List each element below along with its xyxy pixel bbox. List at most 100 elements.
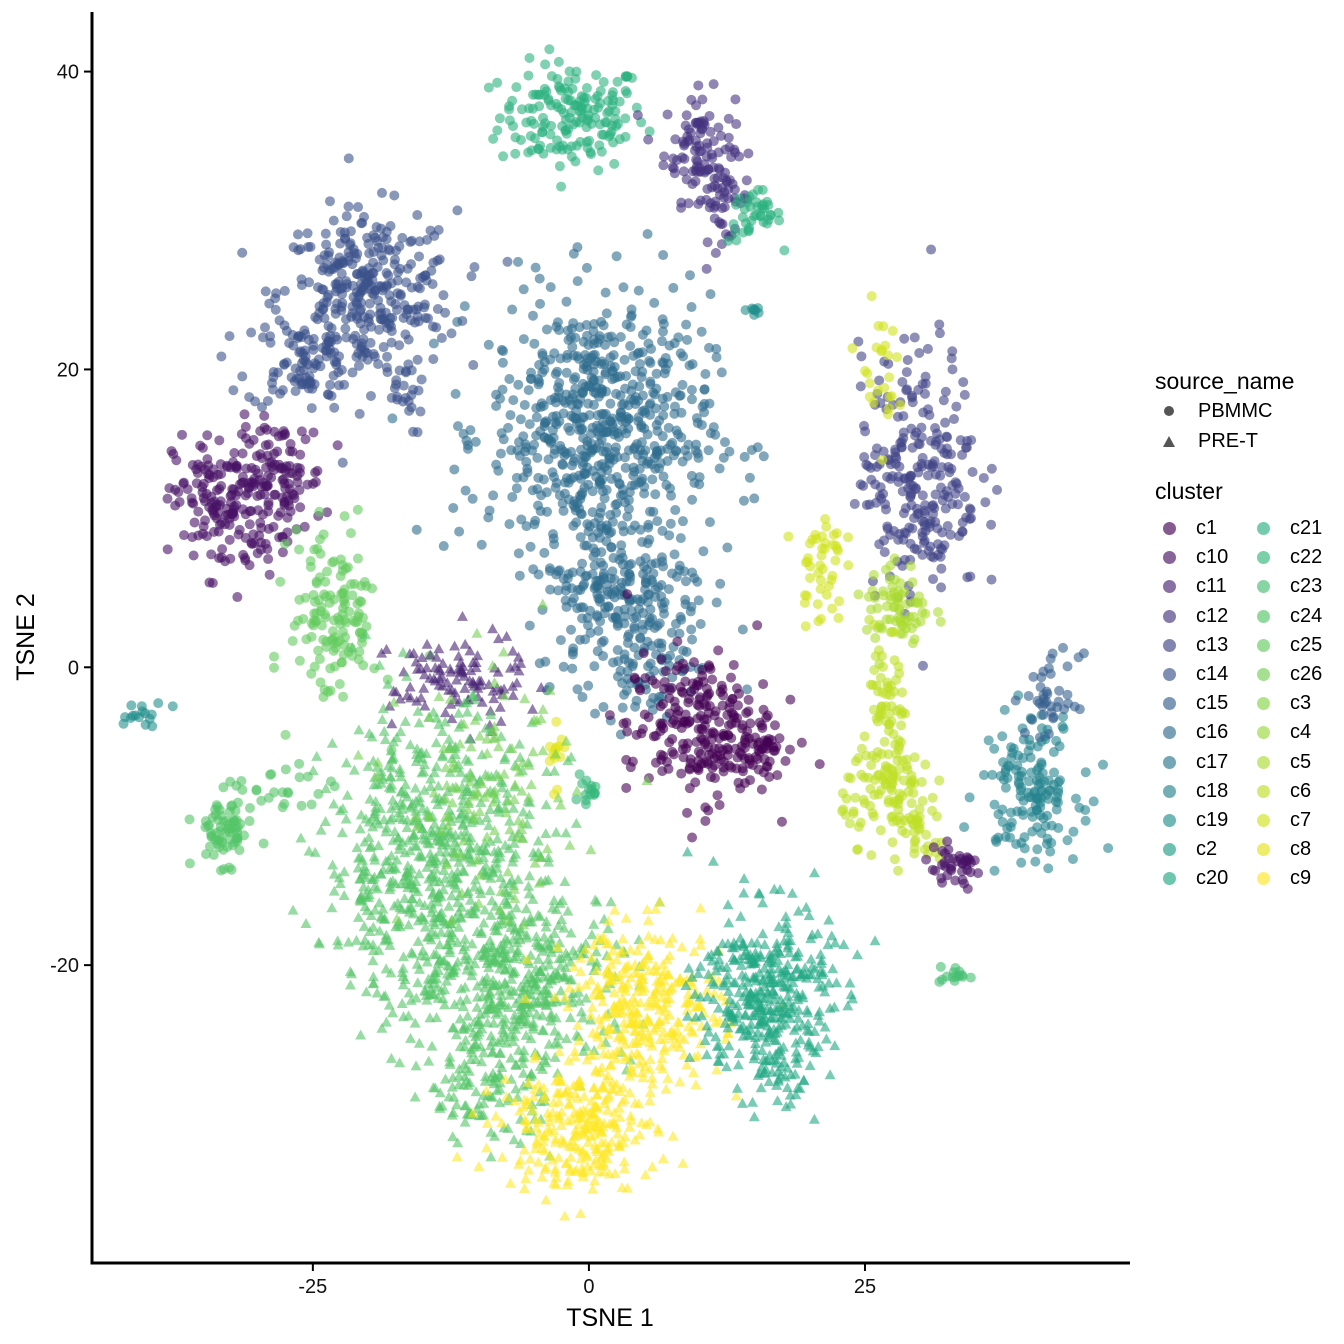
data-point-c13 — [936, 582, 947, 593]
data-point-c24 — [306, 799, 317, 810]
data-point-c10 — [264, 569, 275, 580]
data-point-c6 — [917, 795, 928, 806]
data-point-c24 — [309, 846, 321, 857]
data-point-c16 — [651, 368, 662, 379]
data-point-c24 — [396, 803, 408, 814]
data-point-c1 — [694, 701, 705, 712]
data-point-c24 — [463, 848, 475, 859]
data-point-c14 — [352, 248, 363, 259]
data-point-c16 — [605, 398, 616, 409]
data-point-c12 — [702, 138, 713, 149]
data-point-c14 — [320, 228, 331, 239]
data-point-c24 — [315, 824, 327, 835]
data-point-c5 — [866, 604, 877, 615]
data-point-c16 — [652, 620, 663, 631]
data-point-c14 — [427, 321, 438, 332]
data-point-c11 — [388, 685, 400, 696]
data-point-c10 — [279, 478, 290, 489]
data-point-c11 — [433, 643, 445, 654]
data-point-c16 — [588, 326, 599, 337]
data-point-c14 — [353, 202, 364, 213]
data-point-c18 — [1006, 742, 1017, 753]
data-point-c24 — [436, 751, 448, 762]
data-point-c16 — [669, 549, 680, 560]
data-point-c24 — [385, 1052, 397, 1063]
data-point-c1 — [672, 636, 683, 647]
data-point-c24 — [444, 932, 456, 943]
data-point-c11 — [456, 610, 468, 621]
data-point-c21 — [545, 129, 556, 140]
data-point-c16 — [617, 702, 628, 713]
data-point-c14 — [333, 276, 344, 287]
data-point-c13 — [923, 470, 934, 481]
data-point-c24 — [485, 940, 497, 951]
data-point-c6 — [893, 804, 904, 815]
data-point-c24 — [527, 893, 539, 904]
data-point-c26 — [571, 785, 583, 796]
data-point-c16 — [541, 487, 552, 498]
data-point-c16 — [597, 384, 608, 395]
data-point-c24 — [431, 973, 443, 984]
data-point-c14 — [469, 262, 480, 273]
data-point-c24 — [287, 904, 299, 915]
data-point-c16 — [623, 400, 634, 411]
data-point-c24 — [546, 902, 558, 913]
data-point-c24 — [453, 1063, 465, 1074]
data-point-c21 — [731, 235, 742, 246]
data-point-c16 — [681, 646, 692, 657]
data-point-c16 — [483, 512, 494, 523]
data-point-c11 — [376, 647, 388, 658]
data-point-c21 — [523, 70, 534, 81]
data-point-c7 — [883, 350, 894, 361]
data-point-c21 — [743, 226, 754, 237]
data-point-c16 — [624, 576, 635, 587]
data-point-c14 — [468, 360, 479, 371]
data-point-c5 — [881, 614, 892, 625]
data-point-c11 — [495, 715, 507, 726]
data-point-c14 — [344, 240, 355, 251]
data-point-c8 — [551, 716, 562, 727]
data-point-c24 — [394, 767, 406, 778]
data-point-c16 — [593, 625, 604, 636]
data-point-c24 — [492, 947, 504, 958]
data-point-c13 — [859, 452, 870, 463]
data-point-c24 — [426, 1040, 438, 1051]
data-point-c24 — [329, 781, 340, 792]
data-point-c12 — [658, 160, 669, 171]
data-point-c21 — [504, 115, 515, 126]
data-point-c16 — [640, 445, 651, 456]
data-point-c16 — [634, 358, 645, 369]
data-point-c24 — [496, 776, 508, 787]
data-point-c18 — [1074, 802, 1085, 813]
data-point-c24 — [369, 854, 381, 865]
data-point-c5 — [894, 605, 905, 616]
data-point-c1 — [709, 753, 720, 764]
data-point-c24 — [485, 709, 497, 720]
data-point-c16 — [549, 539, 560, 550]
data-point-c24 — [518, 1045, 530, 1056]
data-point-c16 — [618, 282, 629, 293]
data-point-c16 — [681, 319, 692, 330]
data-point-c13 — [934, 319, 945, 330]
data-point-c10 — [197, 528, 208, 539]
data-point-c12 — [712, 173, 723, 184]
data-point-c24 — [256, 795, 267, 806]
data-point-c24 — [418, 759, 430, 770]
data-point-c14 — [389, 190, 400, 201]
data-point-c14 — [371, 222, 382, 233]
data-point-c21 — [593, 165, 604, 176]
data-point-c14 — [329, 402, 340, 413]
data-point-c24 — [364, 842, 376, 853]
data-point-c24 — [409, 1017, 421, 1028]
data-point-c16 — [555, 635, 566, 646]
data-point-c14 — [393, 267, 404, 278]
data-point-c25 — [301, 634, 312, 645]
data-point-c24 — [358, 861, 370, 872]
data-point-c26 — [440, 792, 452, 803]
data-point-c24 — [539, 875, 551, 886]
data-point-c16 — [598, 571, 609, 582]
data-point-c24 — [412, 977, 424, 988]
data-point-c18 — [1057, 721, 1068, 732]
data-point-c24 — [457, 1001, 469, 1012]
data-point-c1 — [693, 765, 704, 776]
